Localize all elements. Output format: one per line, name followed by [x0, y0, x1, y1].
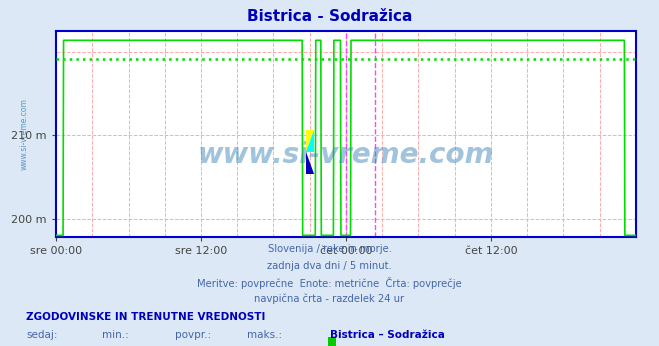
- Text: maks.:: maks.:: [247, 330, 282, 340]
- Text: ZGODOVINSKE IN TRENUTNE VREDNOSTI: ZGODOVINSKE IN TRENUTNE VREDNOSTI: [26, 312, 266, 322]
- Polygon shape: [306, 129, 314, 152]
- Text: www.si-vreme.com: www.si-vreme.com: [198, 141, 494, 169]
- Text: Slovenija / reke in morje.: Slovenija / reke in morje.: [268, 244, 391, 254]
- Text: povpr.:: povpr.:: [175, 330, 211, 340]
- Polygon shape: [306, 129, 314, 152]
- Text: Meritve: povprečne  Enote: metrične  Črta: povprečje: Meritve: povprečne Enote: metrične Črta:…: [197, 277, 462, 289]
- Text: min.:: min.:: [102, 330, 129, 340]
- Text: www.si-vreme.com: www.si-vreme.com: [20, 98, 28, 170]
- Text: sedaj:: sedaj:: [26, 330, 58, 340]
- Text: navpična črta - razdelek 24 ur: navpična črta - razdelek 24 ur: [254, 294, 405, 304]
- Text: Bistrica – Sodražica: Bistrica – Sodražica: [330, 330, 444, 340]
- Polygon shape: [306, 152, 314, 174]
- Text: zadnja dva dni / 5 minut.: zadnja dva dni / 5 minut.: [267, 261, 392, 271]
- Text: Bistrica - Sodražica: Bistrica - Sodražica: [247, 9, 412, 24]
